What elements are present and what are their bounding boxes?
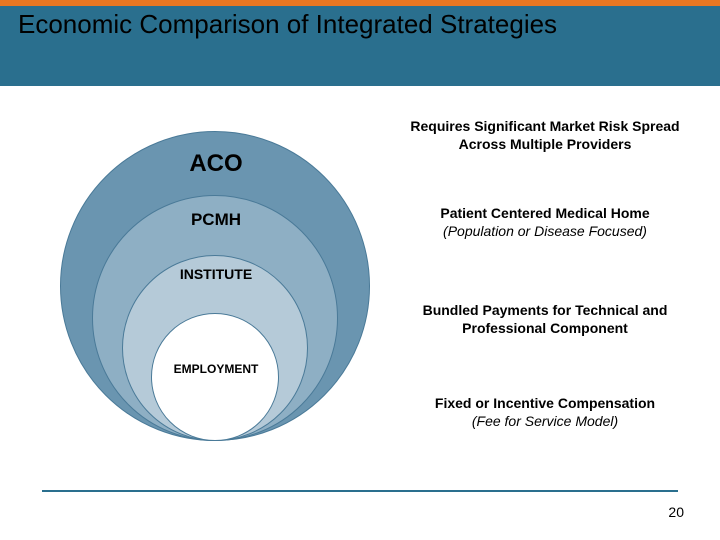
- description-1: Patient Centered Medical Home(Population…: [400, 205, 690, 240]
- circle-label-institute: INSTITUTE: [123, 266, 309, 282]
- description-bold-3: Fixed or Incentive Compensation: [400, 395, 690, 413]
- description-italic-1: (Population or Disease Focused): [400, 223, 690, 241]
- circle-label-employment: EMPLOYMENT: [152, 362, 280, 376]
- footer-rule: [42, 490, 678, 492]
- description-bold-0: Requires Significant Market Risk Spread …: [400, 118, 690, 153]
- title-band: Economic Comparison of Integrated Strate…: [0, 0, 720, 86]
- description-0: Requires Significant Market Risk Spread …: [400, 118, 690, 153]
- circle-employment: EMPLOYMENT: [151, 313, 279, 441]
- description-2: Bundled Payments for Technical and Profe…: [400, 302, 690, 337]
- description-column: Requires Significant Market Risk Spread …: [400, 100, 690, 480]
- nested-circle-diagram: ACOPCMHINSTITUTEEMPLOYMENT: [40, 100, 360, 480]
- circle-label-aco: ACO: [61, 150, 371, 178]
- slide: Economic Comparison of Integrated Strate…: [0, 0, 720, 540]
- circle-label-pcmh: PCMH: [93, 210, 339, 230]
- description-italic-3: (Fee for Service Model): [400, 413, 690, 431]
- page-number: 20: [668, 504, 684, 520]
- slide-title: Economic Comparison of Integrated Strate…: [18, 8, 557, 41]
- description-bold-2: Bundled Payments for Technical and Profe…: [400, 302, 690, 337]
- description-bold-1: Patient Centered Medical Home: [400, 205, 690, 223]
- description-3: Fixed or Incentive Compensation(Fee for …: [400, 395, 690, 430]
